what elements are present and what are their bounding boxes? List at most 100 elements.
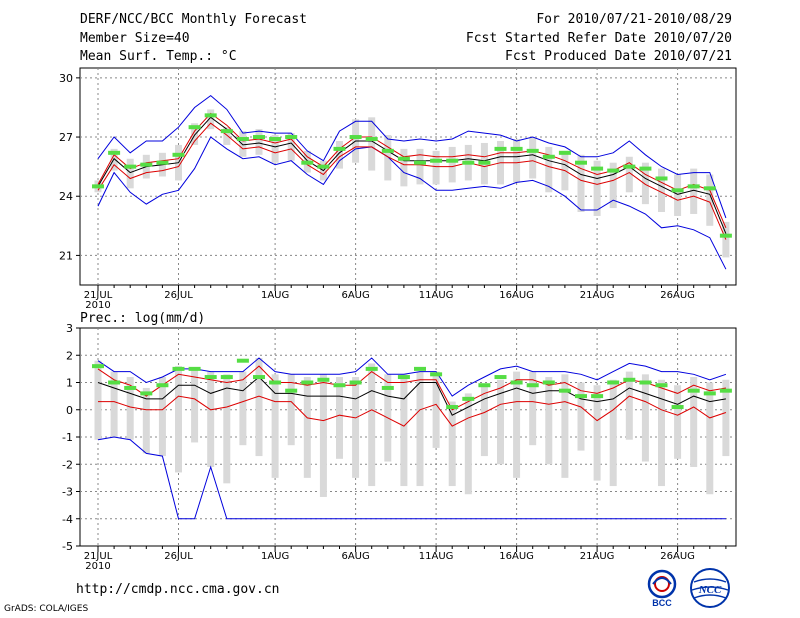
prec-climate-marker (285, 388, 298, 393)
temp-climate-marker (414, 160, 426, 165)
prec-spread-box (352, 377, 360, 478)
temp-spread-box (368, 117, 376, 171)
temp-xtick-label: 1AUG (261, 290, 289, 301)
prec-xtick-year: 2010 (85, 561, 110, 572)
source-url[interactable]: http://cmdp.ncc.cma.gov.cn (76, 582, 280, 597)
prec-spread-box (110, 371, 118, 437)
prec-climate-marker (124, 385, 137, 390)
temp-spread-box (400, 148, 408, 187)
bcc-logo: BCC (647, 569, 677, 608)
prec-spread-box (287, 374, 295, 446)
temp-climate-marker (108, 150, 121, 155)
temp-climate-marker (558, 150, 571, 155)
prec-spread-box (126, 377, 134, 440)
prec-climate-marker (430, 372, 443, 377)
prec-ytick-label: -1 (62, 431, 73, 444)
prec-spread-box (545, 377, 553, 465)
prec-climate-marker (301, 380, 314, 385)
prec-series-p25 (98, 395, 727, 427)
prec-spread-box (513, 371, 521, 478)
temp-spread-box (593, 160, 601, 216)
prec-climate-marker (639, 380, 652, 385)
prec-ytick-label: -4 (62, 513, 73, 526)
temp-spread-box (513, 139, 521, 183)
temp-climate-marker (333, 146, 346, 151)
prec-climate-marker (172, 366, 185, 371)
prec-spread-box (303, 377, 311, 478)
temp-climate-marker (124, 164, 137, 169)
prec-spread-box (609, 379, 617, 487)
prec-series-max (97, 357, 727, 397)
prec-climate-marker (236, 358, 249, 363)
prec-climate-marker (671, 405, 684, 410)
temp-climate-marker (462, 160, 475, 165)
prec-climate-marker (687, 388, 700, 393)
prec-climate-marker (253, 375, 265, 380)
prec-climate-marker (140, 391, 153, 396)
prec-climate-marker (397, 375, 410, 380)
prec-climate-marker (703, 391, 716, 396)
temp-climate-marker (253, 135, 265, 140)
temp-ytick-label: 21 (59, 249, 73, 262)
prec-ytick-label: -2 (62, 458, 73, 471)
temp-spread-box (207, 109, 215, 130)
temp-ytick-label: 27 (59, 131, 73, 144)
temp-spread-box (384, 135, 392, 181)
prec-climate-marker (333, 383, 346, 388)
prec-spread-box (625, 371, 633, 440)
temp-climate-marker (317, 164, 330, 169)
prec-climate-marker (494, 375, 507, 380)
prec-climate-marker (446, 405, 459, 410)
prec-climate-marker (349, 380, 362, 385)
temp-spread-box (722, 221, 730, 258)
temp-spread-box (448, 146, 456, 183)
prec-climate-marker (542, 380, 555, 385)
temp-climate-marker (92, 184, 104, 189)
prec-xtick-label: 11AUG (419, 551, 454, 562)
temp-ytick-label: 24 (59, 190, 73, 203)
temp-xtick-label: 26AUG (660, 290, 695, 301)
forecast-started-date: Fcst Started Refer Date 2010/07/20 (465, 31, 732, 46)
temp-climate-marker (397, 156, 410, 161)
temp-xtick-label: 6AUG (341, 290, 369, 301)
temp-climate-marker (542, 154, 555, 159)
prec-spread-box (497, 379, 504, 465)
forecast-produced-date: Fcst Produced Date 2010/07/21 (505, 49, 732, 64)
temp-climate-marker (269, 137, 282, 142)
prec-climate-marker (462, 396, 475, 401)
prec-climate-marker (108, 380, 121, 385)
prec-spread-box (722, 379, 730, 457)
prec-spread-box (464, 393, 472, 495)
prec-climate-marker (719, 388, 732, 393)
temp-climate-marker (607, 168, 620, 173)
prec-climate-marker (220, 375, 233, 380)
temp-series-min (97, 94, 727, 219)
temp-climate-marker (687, 184, 700, 189)
prec-xtick-label: 1AUG (261, 551, 289, 562)
temp-spread-box (223, 127, 231, 145)
prec-ytick-label: 2 (66, 349, 73, 362)
prec-spread-box (706, 382, 714, 495)
prec-climate-marker (526, 383, 539, 388)
prec-xtick-label: 6AUG (341, 551, 369, 562)
temp-xtick-label: 11AUG (419, 290, 454, 301)
temp-climate-marker (204, 113, 217, 118)
prec-xtick-label: 21AUG (580, 551, 615, 562)
temp-climate-marker (703, 186, 716, 191)
prec-climate-marker (92, 364, 104, 369)
prec-spread-box (191, 368, 199, 443)
temp-series-p75 (97, 112, 727, 228)
chart-title: DERF/NCC/BCC Monthly Forecast (80, 12, 307, 27)
temp-climate-marker (671, 188, 684, 193)
prec-spread-box (432, 371, 440, 448)
temp-spread-box (625, 156, 633, 193)
prec-xtick-label: 16AUG (499, 551, 534, 562)
temp-climate-marker (510, 146, 523, 151)
temp-series-mean (97, 116, 727, 234)
prec-ytick-label: -5 (62, 540, 73, 553)
member-size: Member Size=40 (80, 31, 190, 46)
temp-xtick-label: 21JUL (84, 290, 113, 301)
prec-spread-box (142, 387, 150, 454)
temp-climate-marker (655, 176, 668, 181)
